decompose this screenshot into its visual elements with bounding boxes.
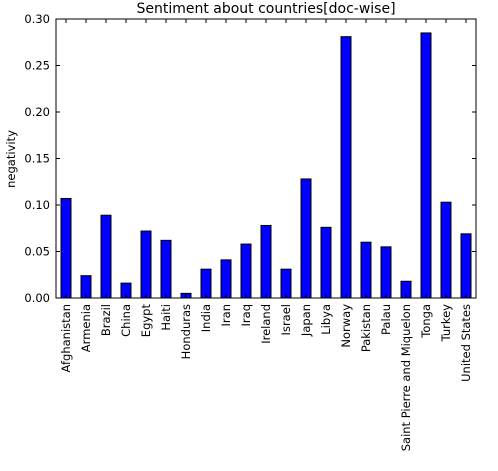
x-tick-label: Japan xyxy=(299,304,313,337)
bars-group xyxy=(60,32,472,299)
bar-palau xyxy=(380,246,392,299)
bar-united-states xyxy=(460,233,472,299)
y-ticks-group: 0.00 0.05 0.10 0.15 0.20 0.25 0.30 xyxy=(24,12,476,305)
x-ticks-group: Afghanistan Armenia Brazil China Egypt Haiti H… xyxy=(59,19,473,451)
x-tick-label: Saint Pierre and Miquelon xyxy=(399,304,413,451)
x-tick-label: Armenia xyxy=(79,304,93,352)
bar-haiti xyxy=(160,239,172,299)
y-tick-label: 0.05 xyxy=(24,245,50,259)
x-tick-label: Turkey xyxy=(439,304,453,343)
x-tick-label: Iraq xyxy=(239,304,253,326)
bar-afghanistan xyxy=(60,197,72,299)
bar-egypt xyxy=(140,230,152,299)
x-tick-label: Egypt xyxy=(139,304,153,338)
y-tick-label: 0.30 xyxy=(24,12,50,26)
bar-iraq xyxy=(240,243,252,299)
y-tick-label: 0.25 xyxy=(24,59,50,73)
x-tick-label: Libya xyxy=(319,304,333,335)
x-tick-label: China xyxy=(119,304,133,337)
x-tick-label: United States xyxy=(459,304,473,382)
bar-libya xyxy=(320,226,332,299)
x-tick-label: Haiti xyxy=(159,304,173,331)
bar-israel xyxy=(280,268,292,299)
x-tick-label: India xyxy=(199,304,213,332)
x-tick-label: Israel xyxy=(279,304,293,335)
y-tick-label: 0.15 xyxy=(24,152,50,166)
plot-frame xyxy=(55,18,477,299)
y-tick-label: 0.10 xyxy=(24,198,50,212)
bar-pakistan xyxy=(360,241,372,299)
x-tick-label: Ireland xyxy=(259,304,273,344)
x-tick-label: Honduras xyxy=(179,304,193,359)
x-tick-label: Pakistan xyxy=(359,304,373,352)
y-tick-label: 0.20 xyxy=(24,105,50,119)
bar-iran xyxy=(220,259,232,299)
y-axis-label: negativity xyxy=(4,130,18,188)
y-tick-label: 0.00 xyxy=(24,291,50,305)
bar-brazil xyxy=(100,214,112,299)
x-tick-label: Iran xyxy=(219,304,233,326)
bar-japan xyxy=(300,178,312,299)
bar-india xyxy=(200,268,212,299)
x-tick-label: Brazil xyxy=(99,304,113,336)
bar-tonga xyxy=(420,32,432,299)
bar-norway xyxy=(340,36,352,299)
x-tick-label: Palau xyxy=(379,304,393,335)
x-tick-label: Tonga xyxy=(419,304,433,339)
bar-turkey xyxy=(440,201,452,299)
chart-title: Sentiment about countries[doc-wise] xyxy=(136,1,395,17)
x-tick-label: Norway xyxy=(339,304,353,348)
bar-ireland xyxy=(260,224,272,299)
x-tick-label: Afghanistan xyxy=(59,304,73,372)
